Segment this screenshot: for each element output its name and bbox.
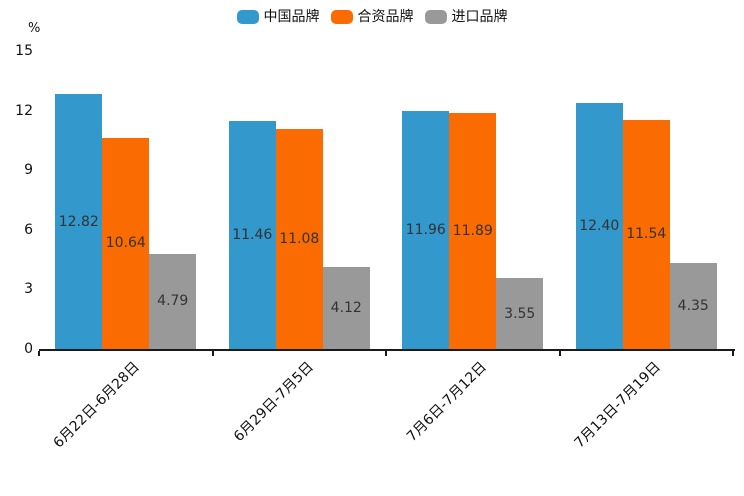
legend-label: 合资品牌 [357,9,414,25]
x-tick-label: 7月6日-7月12日 [404,359,491,445]
bar: 4.79 [149,253,197,349]
y-tick-label: 0 [24,341,33,357]
bar-value-label: 11.54 [626,226,667,243]
bar: 3.55 [496,278,544,349]
y-axis-unit-label: % [28,21,41,36]
bar-value-label: 12.82 [58,213,99,230]
y-tick-label: 15 [15,43,33,59]
x-axis-tick [558,351,561,356]
bar-value-label: 3.55 [504,305,536,322]
y-tick-label: 6 [24,221,33,238]
x-tick-label: 7月13日-7月19日 [571,359,664,452]
legend-swatch-icon [424,10,447,24]
bar: 11.54 [622,119,670,349]
bar-value-label: 4.12 [330,300,362,317]
x-axis-tick [732,351,734,356]
bar-value-label: 4.35 [677,297,709,314]
bar: 11.96 [402,111,450,349]
legend-swatch-icon [330,10,353,24]
bar: 11.08 [275,128,323,349]
bar-value-label: 4.79 [157,293,189,310]
bar: 12.82 [55,94,103,349]
bar-group: 12.40 11.54 4.35 [575,102,717,349]
legend-swatch-icon [236,10,259,24]
bar-value-label: 11.08 [279,230,320,247]
bar-group: 11.96 11.89 3.55 [402,111,544,349]
x-axis-tick [211,351,214,356]
legend: 中国品牌 合资品牌 进口品牌 [0,8,744,26]
bar-group: 12.82 10.64 4.79 [55,94,197,349]
bar-value-label: 11.96 [405,222,446,239]
legend-label: 进口品牌 [451,9,508,25]
bar-value-label: 12.40 [579,217,620,234]
legend-item: 合资品牌 [330,8,414,26]
x-axis-tick [385,351,387,356]
legend-label: 中国品牌 [263,9,320,25]
x-axis-line [39,349,735,351]
y-tick-label: 9 [24,162,33,179]
bar: 4.35 [669,262,717,349]
bar: 11.46 [228,121,276,349]
y-tick-label: 3 [24,281,33,298]
legend-item: 中国品牌 [236,8,320,26]
bar: 11.89 [449,112,497,349]
x-tick-label: 6月22日-6月28日 [50,359,144,452]
legend-item: 进口品牌 [424,8,508,26]
bar-value-label: 11.89 [452,222,493,239]
y-tick-label: 12 [15,102,33,119]
bar-value-label: 10.64 [105,235,146,252]
bar-group: 11.46 11.08 4.12 [228,121,370,349]
x-tick-label: 6月29日-7月5日 [230,359,317,445]
x-axis-tick [38,351,40,356]
bar: 12.40 [575,102,623,349]
bar: 10.64 [102,137,150,349]
bar-value-label: 11.46 [232,227,273,244]
bar: 4.12 [322,267,370,349]
